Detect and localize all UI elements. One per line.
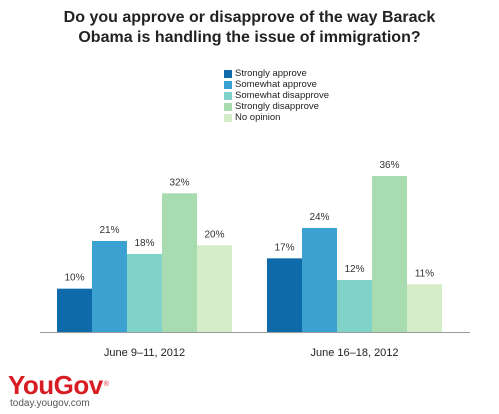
data-label: 24% xyxy=(309,212,329,223)
legend-label: Strongly disapprove xyxy=(235,101,319,112)
legend: Strongly approve Somewhat approve Somewh… xyxy=(224,68,329,123)
registered-mark: ® xyxy=(103,381,109,388)
bar-somewhat-approve-1 xyxy=(92,241,127,332)
legend-swatch xyxy=(224,102,232,111)
legend-item-strongly-disapprove: Strongly disapprove xyxy=(224,101,329,112)
data-label: 17% xyxy=(274,242,294,253)
data-label: 12% xyxy=(344,264,364,275)
legend-swatch xyxy=(224,113,232,122)
legend-label: Somewhat disapprove xyxy=(235,90,329,101)
legend-label: Somewhat approve xyxy=(235,79,317,90)
legend-item-no-opinion: No opinion xyxy=(224,112,329,123)
bar-strongly-approve-2 xyxy=(267,258,302,332)
bar-strongly-disapprove-1 xyxy=(162,193,197,332)
category-label: June 9–11, 2012 xyxy=(104,347,185,359)
legend-label: Strongly approve xyxy=(235,68,307,79)
data-label: 21% xyxy=(99,225,119,236)
data-label: 36% xyxy=(379,160,399,171)
bar-somewhat-disapprove-2 xyxy=(337,280,372,332)
legend-swatch xyxy=(224,80,232,89)
legend-swatch xyxy=(224,69,232,78)
legend-item-somewhat-approve: Somewhat approve xyxy=(224,79,329,90)
bar-no-opinion-1 xyxy=(197,245,232,332)
logo-text: YouGov xyxy=(8,370,103,400)
data-label: 11% xyxy=(415,268,434,279)
bar-no-opinion-2 xyxy=(407,284,442,332)
data-label: 18% xyxy=(134,238,154,249)
yougov-logo[interactable]: YouGov® xyxy=(8,370,109,400)
legend-item-strongly-approve: Strongly approve xyxy=(224,68,329,79)
bar-somewhat-disapprove-1 xyxy=(127,254,162,332)
category-label: June 16–18, 2012 xyxy=(310,347,398,359)
bar-strongly-approve-1 xyxy=(57,288,92,332)
chart-title: Do you approve or disapprove of the way … xyxy=(63,9,436,46)
data-label: 32% xyxy=(169,177,189,188)
legend-item-somewhat-disapprove: Somewhat disapprove xyxy=(224,90,329,101)
bar-somewhat-approve-2 xyxy=(302,228,337,332)
data-label: 20% xyxy=(204,229,224,240)
source-url[interactable]: today.yougov.com xyxy=(10,398,90,409)
bar-strongly-disapprove-2 xyxy=(372,176,407,332)
legend-label: No opinion xyxy=(235,112,281,123)
legend-swatch xyxy=(224,91,232,100)
data-label: 10% xyxy=(64,273,84,284)
